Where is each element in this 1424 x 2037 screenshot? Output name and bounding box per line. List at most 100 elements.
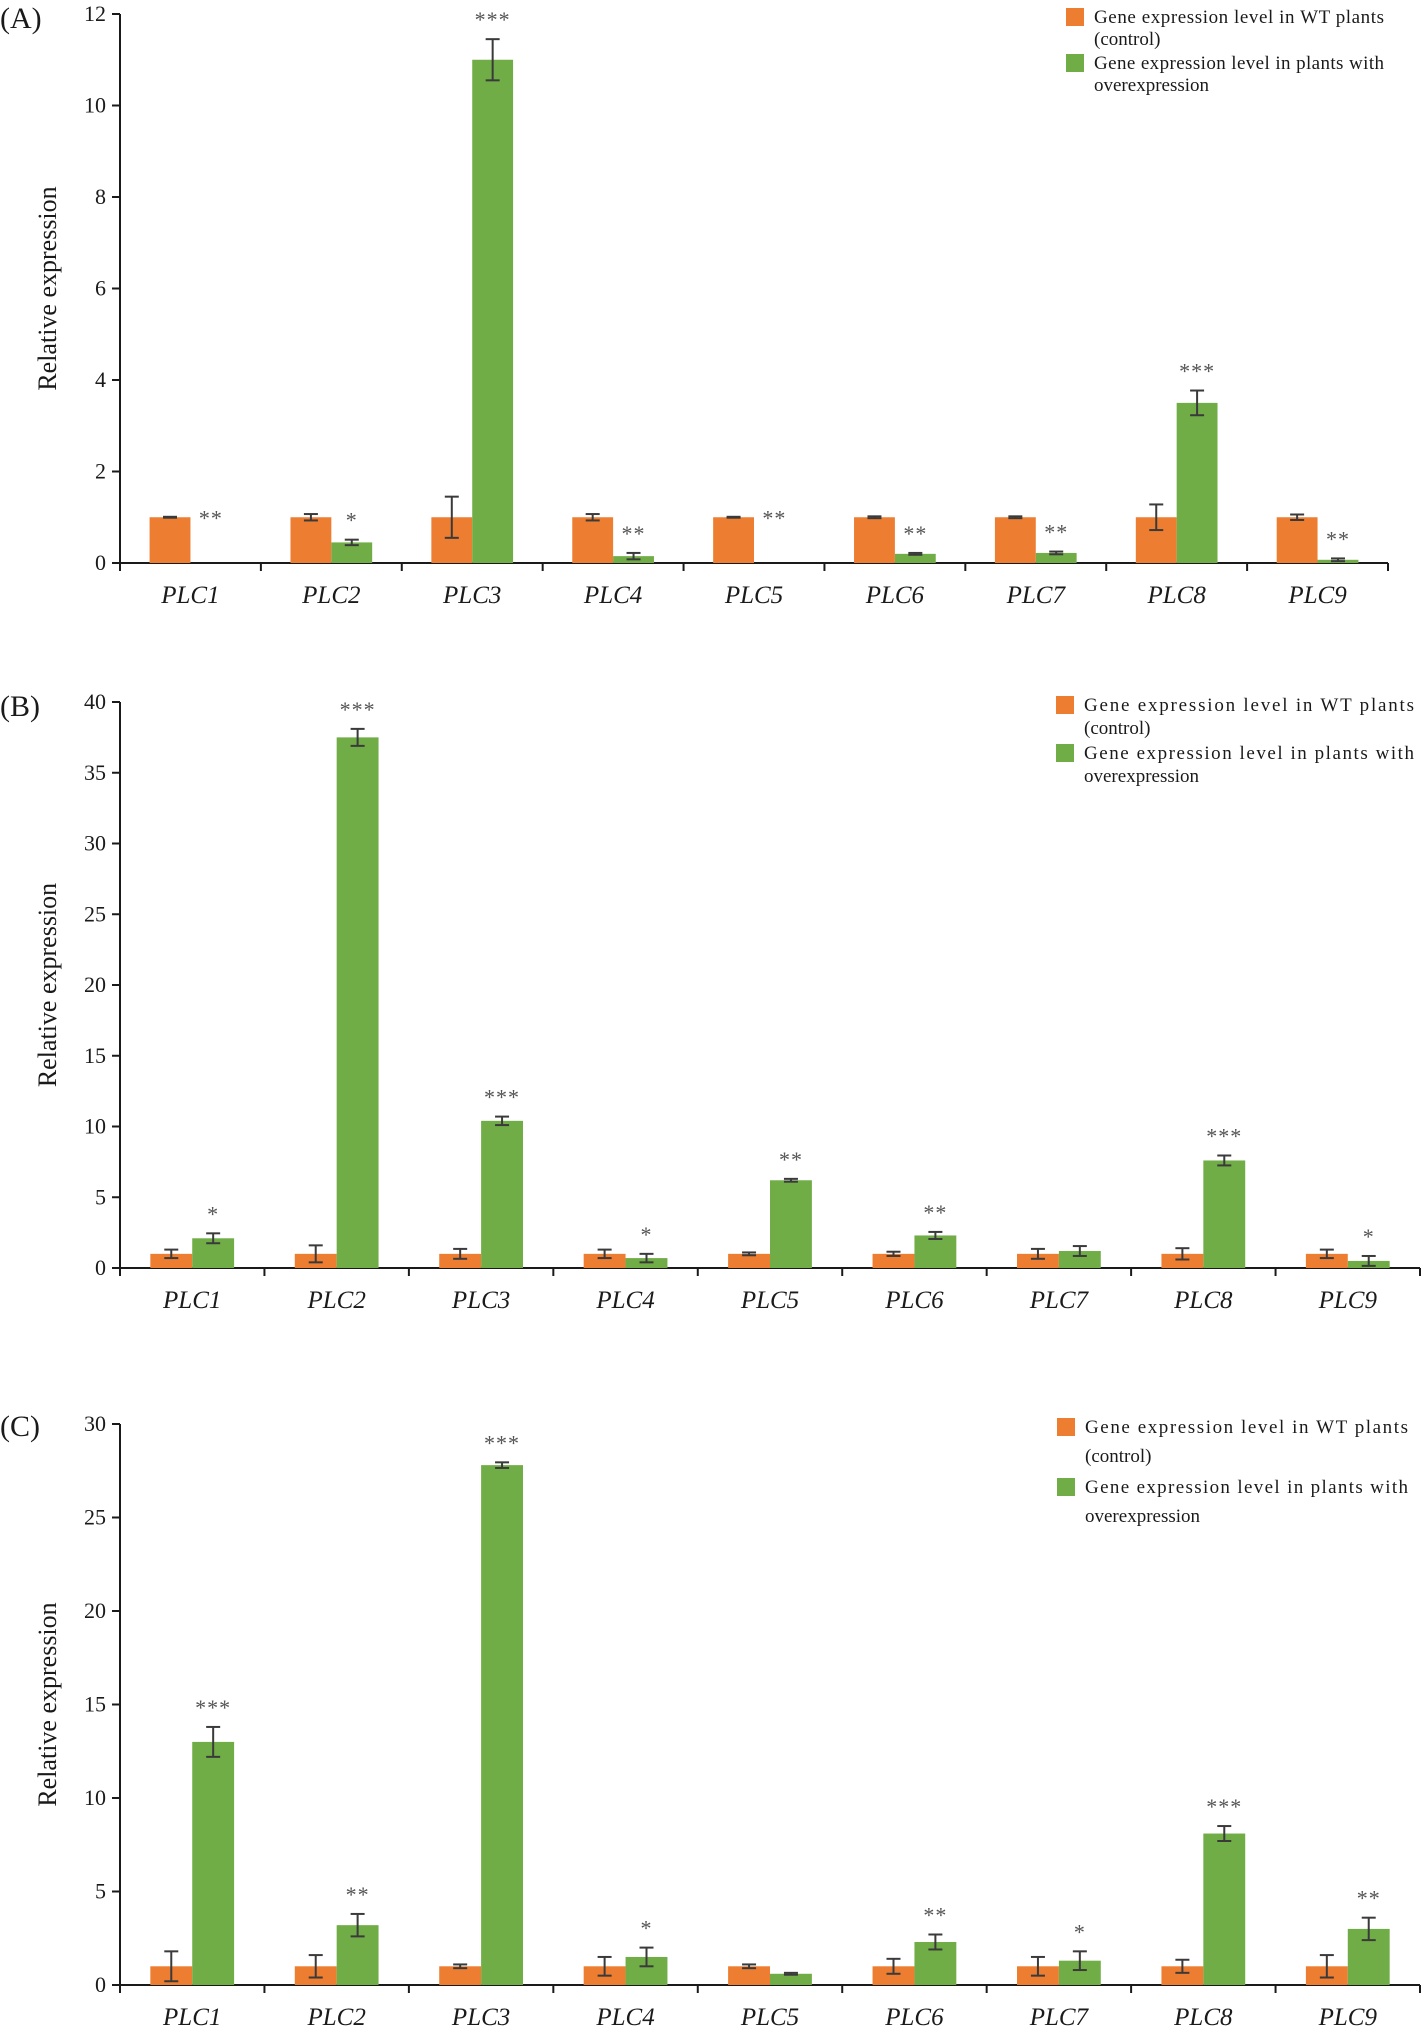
x-category-label: PLC9 [1318, 1287, 1378, 1314]
error-bar [1072, 1245, 1087, 1257]
error-bar [783, 1177, 798, 1183]
legend-text-line: (control) [1094, 29, 1160, 50]
significance-marker: *** [475, 7, 511, 32]
x-category-label: PLC9 [1318, 2004, 1378, 2031]
x-category-label: PLC4 [595, 2004, 654, 2031]
panel-label: (A) [0, 2, 42, 35]
error-bar [639, 1252, 654, 1264]
bar-overexpression [192, 1741, 235, 1985]
y-tick-label: 10 [84, 1785, 106, 1810]
y-axis-label: Relative expression [33, 1602, 62, 1806]
y-tick-label: 2 [95, 459, 106, 484]
error-bar [1175, 1247, 1190, 1261]
error-bar [585, 513, 600, 522]
x-category-label: PLC2 [306, 1287, 365, 1314]
legend-swatch-overexpression [1057, 1478, 1075, 1496]
error-bar [350, 727, 365, 747]
legend-label-control: Gene expression level in WT plants(contr… [1094, 7, 1384, 50]
legend-text-line: Gene expression level in WT plants [1094, 7, 1384, 28]
y-tick-label: 5 [95, 1879, 106, 1904]
x-category-label: PLC7 [1006, 582, 1067, 609]
y-axis-label: Relative expression [33, 186, 62, 390]
x-category-label: PLC1 [162, 2004, 221, 2031]
error-bar [1149, 503, 1164, 532]
y-tick-label: 15 [84, 1043, 106, 1068]
error-bar [928, 1230, 943, 1240]
bar-overexpression [1203, 1160, 1246, 1268]
bar-control [728, 1253, 770, 1268]
error-bar [1049, 550, 1064, 556]
legend-text-line: Gene expression level in WT plants [1085, 1417, 1408, 1438]
x-category-label: PLC3 [442, 582, 501, 609]
error-bar [639, 1946, 654, 1968]
error-bar [444, 495, 459, 539]
error-bar [1290, 513, 1305, 521]
error-bar [1030, 1247, 1045, 1260]
error-bar [1361, 1916, 1376, 1942]
y-tick-label: 30 [84, 831, 106, 856]
x-category-label: PLC8 [1146, 582, 1206, 609]
legend-swatch-control [1057, 1418, 1075, 1436]
x-category-label: PLC2 [306, 2004, 365, 2031]
error-bar [908, 551, 923, 556]
error-bar [867, 515, 882, 520]
significance-marker: * [641, 1222, 653, 1247]
error-bar [1190, 389, 1205, 417]
legend-swatch-overexpression [1066, 54, 1084, 72]
bar-overexpression [770, 1973, 812, 1985]
bar-control [1017, 1253, 1059, 1268]
error-bar [206, 1232, 221, 1245]
legend: Gene expression level in WT plants(contr… [1066, 7, 1385, 96]
error-bar [1319, 1248, 1334, 1260]
legend: Gene expression level in WT plants(contr… [1056, 695, 1415, 787]
x-category-label: PLC6 [884, 2004, 944, 2031]
bar-control [1161, 1253, 1204, 1268]
y-axis-label: Relative expression [33, 883, 62, 1087]
bar-overexpression [472, 59, 514, 563]
bar-control [572, 517, 614, 563]
significance-marker: ** [199, 505, 223, 530]
bar-overexpression [331, 542, 373, 563]
significance-marker: *** [340, 697, 376, 722]
legend-text-line: overexpression [1085, 1506, 1201, 1527]
legend-text-line: Gene expression level in WT plants [1084, 695, 1414, 716]
x-category-label: PLC3 [451, 2004, 510, 2031]
error-bar [164, 1248, 179, 1260]
significance-marker: *** [1206, 1794, 1242, 1819]
bar-control [713, 517, 754, 563]
significance-marker: ** [1326, 526, 1350, 551]
panel-label: (B) [0, 690, 40, 723]
legend-text-line: Gene expression level in plants with [1084, 743, 1415, 764]
legend: Gene expression level in WT plants(contr… [1057, 1417, 1409, 1527]
error-bar [453, 1963, 468, 1970]
bar-overexpression [336, 737, 379, 1268]
significance-marker: * [207, 1201, 219, 1226]
panel-label: (C) [0, 1410, 40, 1443]
chart-panel: (A) 0 2 4 6 8 10 12 Relative expression ** PLC1 * PL… [0, 1, 1389, 609]
significance-marker: *** [1206, 1124, 1242, 1149]
error-bar [928, 1933, 943, 1951]
bar-control [1161, 1966, 1204, 1985]
error-bar [350, 1912, 365, 1938]
error-bar [485, 38, 500, 82]
error-bar [626, 551, 641, 561]
legend-swatch-overexpression [1056, 744, 1074, 762]
significance-marker: ** [1044, 520, 1068, 545]
bar-overexpression [1058, 1251, 1101, 1268]
error-bar [726, 515, 741, 519]
y-tick-label: 25 [84, 1505, 106, 1530]
significance-marker: * [641, 1916, 653, 1941]
y-tick-label: 25 [84, 901, 106, 926]
bar-overexpression [1035, 552, 1077, 563]
bar-control [872, 1966, 915, 1985]
x-category-label: PLC7 [1029, 2004, 1090, 2031]
error-bar [164, 1950, 179, 1983]
x-category-label: PLC6 [884, 1287, 944, 1314]
error-bar [1361, 1254, 1376, 1267]
bar-control [872, 1253, 915, 1268]
legend-text-line: overexpression [1084, 766, 1200, 787]
y-tick-label: 12 [84, 1, 106, 26]
bar-overexpression [481, 1465, 523, 1985]
bar-control [150, 1253, 193, 1268]
